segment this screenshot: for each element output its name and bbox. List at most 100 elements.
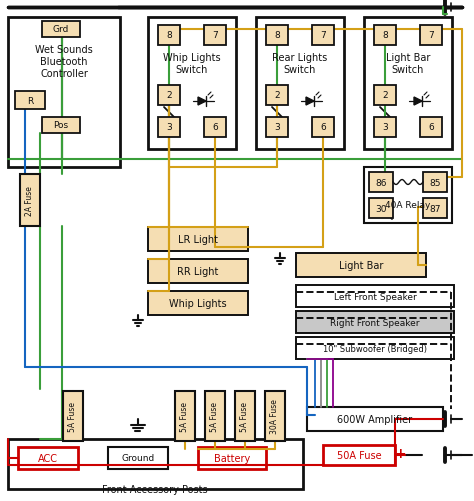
Bar xyxy=(369,173,393,192)
Text: Switch: Switch xyxy=(284,65,316,75)
Bar xyxy=(374,26,396,46)
Text: +: + xyxy=(394,446,406,460)
Bar xyxy=(42,118,80,134)
Text: 8: 8 xyxy=(274,32,280,41)
Text: 600W Amplifier: 600W Amplifier xyxy=(337,414,412,424)
Text: Whip Lights: Whip Lights xyxy=(163,53,221,63)
Bar xyxy=(198,447,266,469)
Bar xyxy=(108,447,168,469)
Bar xyxy=(204,118,226,138)
Bar xyxy=(296,312,454,333)
Text: Controller: Controller xyxy=(40,69,88,79)
Text: 5A Fuse: 5A Fuse xyxy=(181,401,190,431)
Bar xyxy=(296,254,426,278)
Text: 6: 6 xyxy=(320,123,326,132)
Text: 5A Fuse: 5A Fuse xyxy=(69,401,78,431)
Bar xyxy=(374,118,396,138)
Bar xyxy=(374,86,396,106)
Bar xyxy=(8,18,120,168)
Bar xyxy=(266,118,288,138)
Bar xyxy=(256,18,344,150)
Bar xyxy=(420,118,442,138)
Text: 2A Fuse: 2A Fuse xyxy=(26,186,35,215)
Bar xyxy=(323,445,395,465)
Text: 6: 6 xyxy=(212,123,218,132)
Text: Ground: Ground xyxy=(121,453,155,462)
Text: 5A Fuse: 5A Fuse xyxy=(240,401,249,431)
Bar xyxy=(148,227,248,252)
Bar xyxy=(266,26,288,46)
Text: Switch: Switch xyxy=(392,65,424,75)
Text: Grd: Grd xyxy=(53,26,69,35)
Text: 87: 87 xyxy=(429,204,441,213)
Bar xyxy=(312,26,334,46)
Bar xyxy=(148,18,236,150)
Text: 2: 2 xyxy=(382,91,388,100)
Bar xyxy=(20,175,40,226)
Polygon shape xyxy=(414,98,422,106)
Bar xyxy=(175,391,195,441)
Polygon shape xyxy=(306,98,314,106)
Bar xyxy=(204,26,226,46)
Text: Battery: Battery xyxy=(214,453,250,463)
Bar xyxy=(369,198,393,218)
Bar xyxy=(148,292,248,315)
Text: 8: 8 xyxy=(166,32,172,41)
Text: 7: 7 xyxy=(320,32,326,41)
Text: Bluetooth: Bluetooth xyxy=(40,57,88,67)
Bar xyxy=(266,86,288,106)
Bar xyxy=(307,407,443,431)
Bar xyxy=(205,391,225,441)
Text: 7: 7 xyxy=(212,32,218,41)
Text: Wet Sounds: Wet Sounds xyxy=(35,45,93,55)
Text: 7: 7 xyxy=(428,32,434,41)
Text: 40A Relay: 40A Relay xyxy=(385,200,431,209)
Bar xyxy=(148,260,248,284)
Bar xyxy=(364,18,452,150)
Text: 3: 3 xyxy=(274,123,280,132)
Text: 10" Subwoofer (Bridged): 10" Subwoofer (Bridged) xyxy=(323,344,427,353)
Polygon shape xyxy=(198,98,206,106)
Text: Whip Lights: Whip Lights xyxy=(169,299,227,309)
Text: 6: 6 xyxy=(428,123,434,132)
Bar xyxy=(364,168,452,223)
Bar xyxy=(235,391,255,441)
Text: Left Front Speaker: Left Front Speaker xyxy=(334,292,416,301)
Text: 85: 85 xyxy=(429,178,441,187)
Text: 2: 2 xyxy=(166,91,172,100)
Text: 86: 86 xyxy=(375,178,387,187)
Text: 30: 30 xyxy=(375,204,387,213)
Text: 30A Fuse: 30A Fuse xyxy=(271,399,280,433)
Text: Light Bar: Light Bar xyxy=(339,261,383,271)
Bar xyxy=(158,118,180,138)
Text: 50A Fuse: 50A Fuse xyxy=(337,450,381,460)
Text: 3: 3 xyxy=(382,123,388,132)
Bar xyxy=(158,86,180,106)
Text: Switch: Switch xyxy=(176,65,208,75)
Text: ACC: ACC xyxy=(38,453,58,463)
Text: 5A Fuse: 5A Fuse xyxy=(210,401,219,431)
Bar xyxy=(423,198,447,218)
Text: R: R xyxy=(27,96,33,105)
Text: 8: 8 xyxy=(382,32,388,41)
Text: Front Accessory Posts: Front Accessory Posts xyxy=(102,484,208,494)
Text: LR Light: LR Light xyxy=(178,234,218,244)
Bar xyxy=(18,447,78,469)
Bar xyxy=(296,337,454,359)
Bar xyxy=(312,118,334,138)
Bar xyxy=(423,173,447,192)
Bar xyxy=(8,439,303,489)
Bar xyxy=(15,92,45,110)
Text: Light Bar: Light Bar xyxy=(386,53,430,63)
Text: RR Light: RR Light xyxy=(177,267,219,277)
Bar xyxy=(42,22,80,38)
Bar xyxy=(63,391,83,441)
Bar xyxy=(420,26,442,46)
Text: 2: 2 xyxy=(274,91,280,100)
Text: 3: 3 xyxy=(166,123,172,132)
Bar xyxy=(158,26,180,46)
Bar xyxy=(265,391,285,441)
Bar xyxy=(296,286,454,308)
Text: Rear Lights: Rear Lights xyxy=(273,53,328,63)
Text: Right Front Speaker: Right Front Speaker xyxy=(330,318,420,327)
